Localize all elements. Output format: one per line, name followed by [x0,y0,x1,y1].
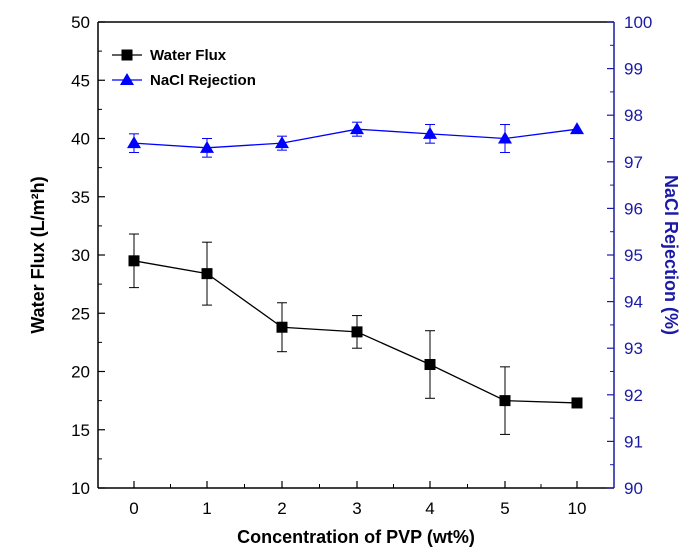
y-axis-right-title: NaCl Rejection (%) [661,175,681,335]
legend-item: NaCl Rejection [112,72,256,89]
x-tick-label: 10 [568,499,587,518]
data-point-square [424,359,436,371]
data-point-triangle [275,136,289,149]
x-axis-title: Concentration of PVP (wt%) [237,527,475,547]
data-point-triangle [127,136,141,149]
data-point-triangle [423,126,437,139]
data-point-square [128,255,140,267]
y-left-tick-label: 30 [71,246,90,265]
y-right-tick-label: 97 [624,153,643,172]
legend-item: Water Flux [112,47,227,64]
x-tick-label: 4 [425,499,434,518]
y-left-tick-label: 10 [71,479,90,498]
y-right-tick-label: 98 [624,106,643,125]
x-tick-label: 2 [277,499,286,518]
x-tick-label: 0 [129,499,138,518]
data-point-square [201,268,213,280]
y-left-tick-label: 50 [71,13,90,32]
y-right-tick-label: 99 [624,60,643,79]
legend-marker-square [121,49,133,61]
legend-label: Water Flux [150,47,227,64]
data-point-triangle [200,140,214,153]
x-tick-label: 3 [352,499,361,518]
y-right-tick-label: 100 [624,13,652,32]
y-left-tick-label: 15 [71,421,90,440]
data-point-triangle [498,131,512,144]
y-axis-left-title: Water Flux (L/m²h) [28,176,48,333]
y-left-tick-label: 25 [71,304,90,323]
y-left-tick-label: 20 [71,363,90,382]
x-tick-label: 1 [202,499,211,518]
data-point-triangle [350,122,364,135]
x-tick-label: 5 [500,499,509,518]
y-right-tick-label: 96 [624,199,643,218]
data-point-triangle [570,122,584,135]
series-layer [127,121,584,435]
y-right-tick-label: 91 [624,432,643,451]
legend: Water Flux NaCl Rejection [112,47,256,89]
legend-label: NaCl Rejection [150,72,256,89]
data-point-square [499,395,511,407]
ticks: 1015202530354045509091929394959697989910… [71,13,652,518]
series-water-flux [128,233,583,435]
y-right-tick-label: 95 [624,246,643,265]
data-point-square [276,321,288,333]
axes [97,21,615,489]
series-nacl-rejection [127,121,584,158]
y-left-tick-label: 35 [71,188,90,207]
data-point-square [351,326,363,338]
y-left-tick-label: 40 [71,130,90,149]
y-left-tick-label: 45 [71,71,90,90]
y-right-tick-label: 93 [624,339,643,358]
data-point-square [571,397,583,409]
y-right-tick-label: 94 [624,293,643,312]
y-right-tick-label: 92 [624,386,643,405]
legend-marker-triangle [120,73,134,85]
y-right-tick-label: 90 [624,479,643,498]
